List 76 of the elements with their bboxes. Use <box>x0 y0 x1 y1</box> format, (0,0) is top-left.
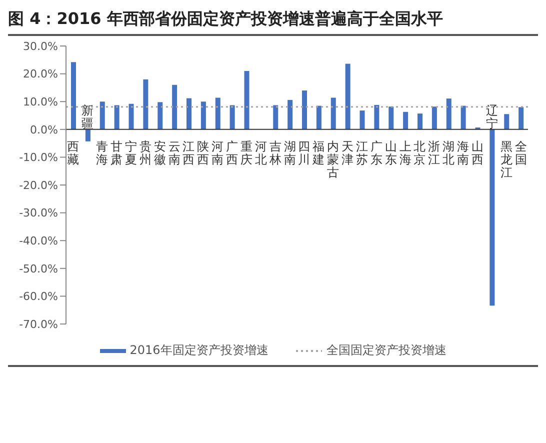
y-tick-label: -50.0% <box>19 262 58 276</box>
x-tick-label: 河南 <box>212 139 224 166</box>
legend-label: 2016年固定资产投资增速 <box>128 342 268 359</box>
bar <box>244 71 250 130</box>
x-tick-label: 湖南 <box>284 139 296 166</box>
bar <box>360 110 365 130</box>
x-tick-label: 安徽 <box>154 139 166 166</box>
bar <box>302 90 307 130</box>
bar <box>100 102 105 130</box>
x-tick-label: 宁夏 <box>124 139 137 166</box>
x-tick-label: 广西 <box>226 139 238 166</box>
bar <box>490 129 495 306</box>
y-tick-label: 10.0% <box>23 96 58 109</box>
bar <box>288 100 293 130</box>
bar <box>316 106 322 130</box>
x-tick-label: 湖北 <box>442 139 455 166</box>
x-tick-label: 青海 <box>96 139 108 166</box>
bar <box>460 106 466 130</box>
bar <box>432 106 437 130</box>
x-tick-label: 江苏 <box>356 139 368 166</box>
bar <box>403 112 408 130</box>
bar <box>128 104 134 130</box>
bar <box>446 98 452 130</box>
legend-label: 全国固定资产投资增速 <box>325 342 446 359</box>
bar <box>158 102 163 130</box>
bar <box>345 64 350 130</box>
x-tick-label: 贵州 <box>139 139 152 166</box>
x-tick-label: 广东 <box>370 139 382 166</box>
x-tick-label: 重庆 <box>240 139 252 166</box>
y-tick-label: -20.0% <box>19 178 58 192</box>
x-tick-label: 甘肃 <box>110 139 123 166</box>
bar <box>85 129 90 142</box>
x-tick-label: 海南 <box>457 139 470 166</box>
y-tick-label: -70.0% <box>19 318 58 331</box>
x-tick-label: 山东 <box>384 139 397 166</box>
bar <box>388 106 394 130</box>
bar <box>200 102 206 130</box>
x-tick-label: 福建 <box>312 139 325 166</box>
bar <box>215 98 220 130</box>
bar <box>418 114 422 130</box>
y-tick-label: -40.0% <box>19 234 58 248</box>
bar <box>172 84 178 130</box>
x-tick-label: 吉林 <box>268 139 282 166</box>
y-tick-label: 30.0% <box>23 40 58 53</box>
x-tick-label: 辽宁 <box>486 103 498 130</box>
x-tick-label: 浙江 <box>428 139 440 166</box>
x-tick-label: 四川 <box>298 139 310 166</box>
bar <box>71 62 76 130</box>
bar <box>518 107 524 130</box>
x-tick-label: 内蒙古 <box>327 139 340 180</box>
x-tick-label: 陕西 <box>197 139 210 166</box>
bar <box>504 114 510 130</box>
y-tick-label: -60.0% <box>19 290 58 304</box>
x-tick-label: 黑龙江 <box>500 139 512 180</box>
x-tick-label: 西藏 <box>67 139 80 166</box>
x-tick-label: 北京 <box>414 139 426 166</box>
bar <box>143 79 148 130</box>
x-tick-label: 全国 <box>514 139 527 166</box>
y-tick-label: 20.0% <box>23 68 58 81</box>
x-tick-label: 新疆 <box>82 103 94 130</box>
x-tick-label: 云南 <box>168 139 180 166</box>
x-tick-label: 上海 <box>399 139 412 166</box>
y-tick-label: -10.0% <box>19 151 58 164</box>
chart-title: 图 4：2016 年西部省份固定资产投资增速普遍高于全国水平 <box>8 8 538 36</box>
bar <box>330 98 336 130</box>
bar <box>186 98 192 130</box>
y-tick-label: -30.0% <box>19 206 58 220</box>
bar <box>114 105 120 130</box>
bar <box>273 105 278 130</box>
x-tick-label: 山西 <box>471 139 484 166</box>
x-tick-label: 天津 <box>342 139 354 166</box>
bar <box>230 105 235 130</box>
y-tick-label: 0.0% <box>30 123 58 136</box>
bar <box>374 104 380 130</box>
x-tick-label: 河北 <box>254 139 267 166</box>
x-tick-label: 江西 <box>182 139 195 166</box>
